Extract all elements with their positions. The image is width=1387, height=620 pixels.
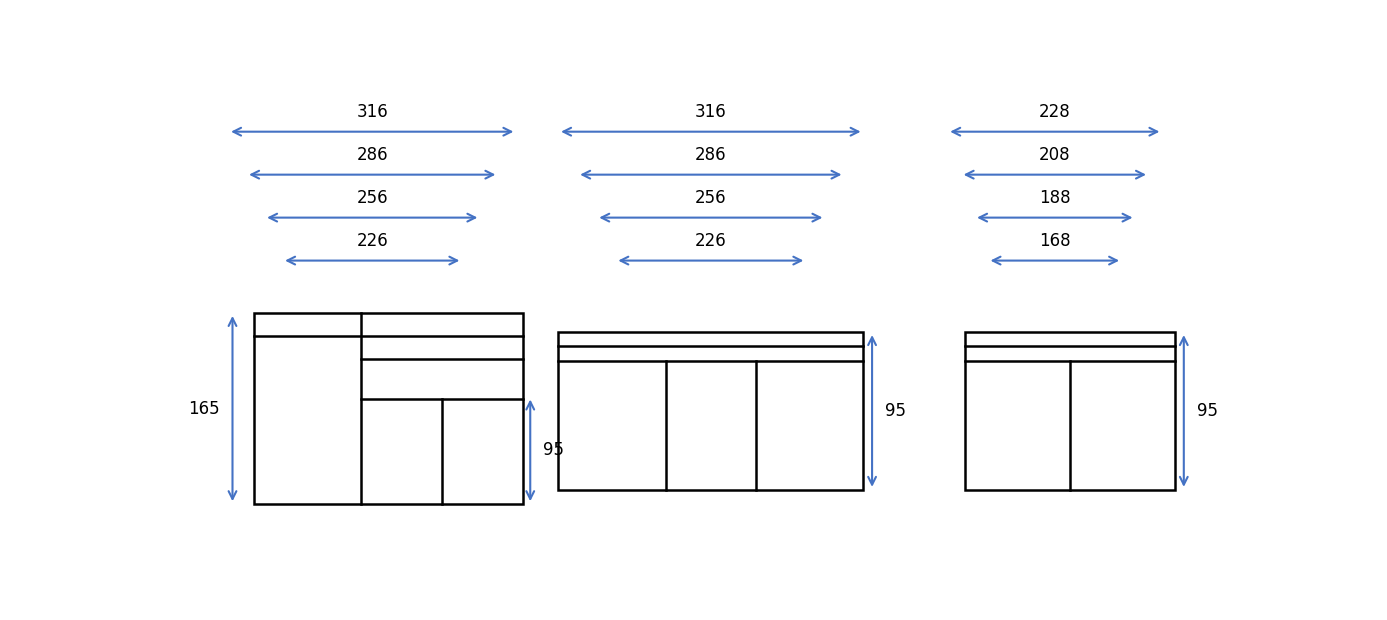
Bar <box>558 332 864 490</box>
Bar <box>964 332 1175 490</box>
Text: 316: 316 <box>695 103 727 121</box>
Text: 228: 228 <box>1039 103 1071 121</box>
Text: 208: 208 <box>1039 146 1071 164</box>
Text: 226: 226 <box>356 232 388 250</box>
Text: 256: 256 <box>695 189 727 207</box>
Text: 226: 226 <box>695 232 727 250</box>
Text: 95: 95 <box>1197 402 1218 420</box>
Text: 256: 256 <box>356 189 388 207</box>
Text: 286: 286 <box>695 146 727 164</box>
Text: 286: 286 <box>356 146 388 164</box>
Text: 95: 95 <box>544 441 565 459</box>
Text: 316: 316 <box>356 103 388 121</box>
Text: 188: 188 <box>1039 189 1071 207</box>
Text: 95: 95 <box>885 402 906 420</box>
Text: 168: 168 <box>1039 232 1071 250</box>
Bar <box>254 313 523 504</box>
Text: 165: 165 <box>189 399 219 418</box>
